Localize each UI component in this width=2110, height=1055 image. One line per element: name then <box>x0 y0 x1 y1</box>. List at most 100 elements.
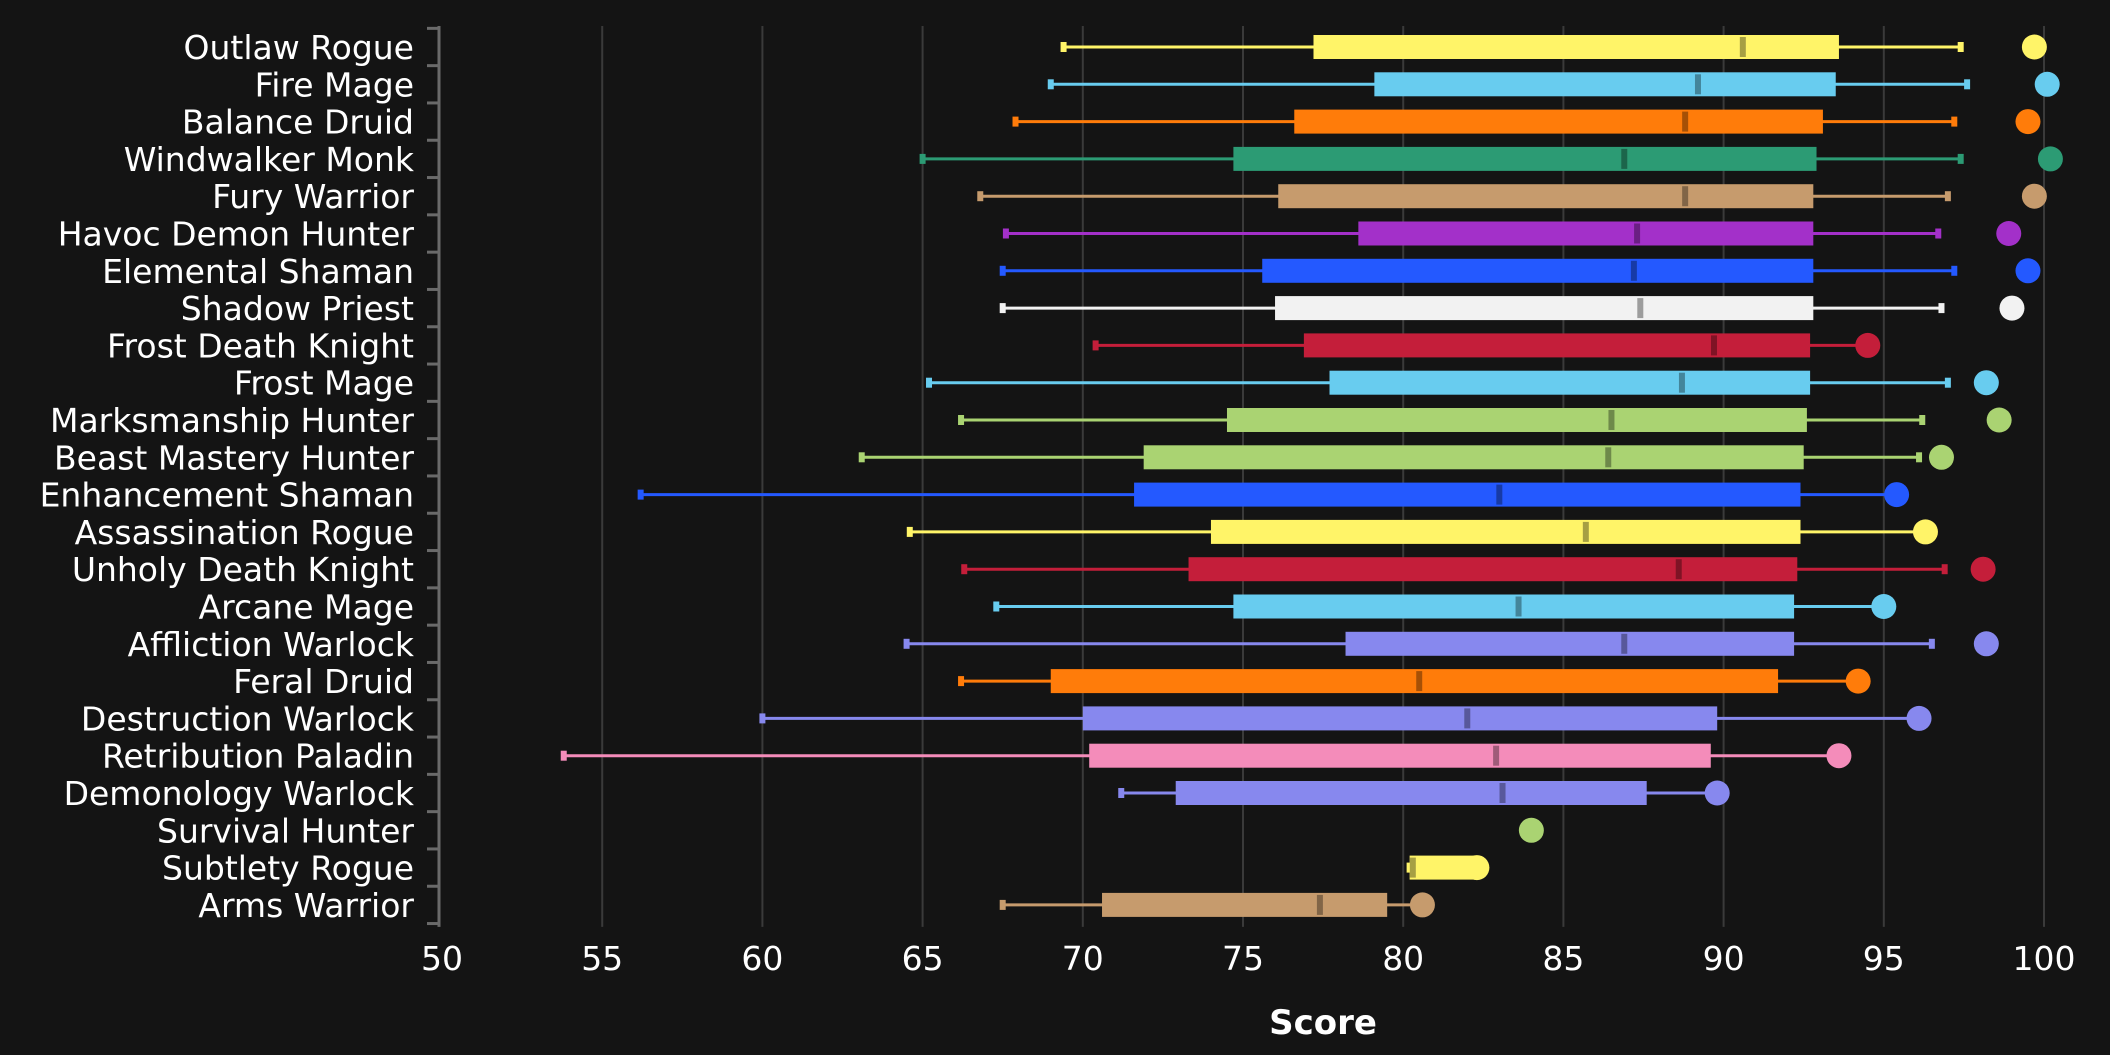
whisker-min-cap <box>919 153 926 164</box>
median-mark <box>1675 559 1682 580</box>
category-label: Subtlety Rogue <box>162 849 414 888</box>
max-point <box>1973 631 1999 657</box>
x-tick-label: 60 <box>741 939 783 978</box>
x-axis-title: Score <box>1269 1003 1377 1043</box>
category-label: Destruction Warlock <box>81 699 415 738</box>
box-row <box>919 146 2063 172</box>
box-row <box>637 482 1910 508</box>
category-label: Fury Warrior <box>212 177 414 216</box>
max-point <box>2021 183 2047 209</box>
box-iqr <box>1143 445 1804 470</box>
whisker-min-cap <box>1012 116 1019 127</box>
box-row <box>903 631 1999 657</box>
x-tick-label: 65 <box>902 939 944 978</box>
median-mark <box>1493 745 1500 766</box>
category-label: Survival Hunter <box>157 811 414 850</box>
box-row <box>958 668 1871 694</box>
whisker-max-cap <box>1944 191 1951 202</box>
box-iqr <box>1089 743 1711 768</box>
whisker-max-cap <box>1928 638 1935 649</box>
category-label: Outlaw Rogue <box>183 28 414 67</box>
category-label: Enhancement Shaman <box>40 476 414 515</box>
box-row <box>1047 71 2060 97</box>
max-point <box>1996 221 2022 246</box>
whisker-min-cap <box>961 564 968 575</box>
whisker-min-cap <box>926 377 933 388</box>
box-row <box>1118 780 1730 806</box>
median-mark <box>1582 521 1589 542</box>
box-iqr <box>1210 519 1801 544</box>
median-mark <box>1499 783 1506 803</box>
max-point <box>2034 71 2060 97</box>
median-mark <box>1678 372 1685 393</box>
box-row <box>1002 221 2022 246</box>
box-iqr <box>1233 146 1817 171</box>
x-tick-label: 55 <box>581 939 623 978</box>
whisker-min-cap <box>1002 228 1009 239</box>
whisker-min-cap <box>906 526 913 537</box>
box-row <box>993 594 1897 619</box>
whisker-max-cap <box>1944 377 1951 388</box>
box-iqr <box>1188 557 1798 582</box>
median-mark <box>1605 447 1612 468</box>
whisker-max-cap <box>1951 116 1958 127</box>
box-iqr <box>1329 370 1811 395</box>
category-label: Shadow Priest <box>181 289 414 328</box>
whisker-max-cap <box>1935 228 1942 239</box>
whisker-min-cap <box>999 303 1006 314</box>
median-mark <box>1682 111 1689 132</box>
max-point <box>1986 407 2012 433</box>
x-tick-label: 85 <box>1542 939 1584 978</box>
max-point <box>2015 109 2041 135</box>
x-tick-label: 75 <box>1222 939 1264 978</box>
box-iqr <box>1134 482 1801 507</box>
category-label: Frost Death Knight <box>107 326 414 365</box>
grid-lines <box>601 26 2045 927</box>
max-point <box>1970 556 1996 582</box>
whisker-min-cap <box>993 601 1000 612</box>
median-mark <box>1316 894 1323 915</box>
box-row <box>958 407 2012 433</box>
box-row <box>1012 109 2041 135</box>
box-row <box>759 705 1932 731</box>
whisker-max-cap <box>1938 303 1945 314</box>
whisker-max-cap <box>1964 79 1971 90</box>
x-tick-label: 100 <box>2013 939 2076 978</box>
median-mark <box>1496 484 1503 505</box>
max-point <box>2021 34 2047 60</box>
category-label: Feral Druid <box>233 662 414 701</box>
median-mark <box>1694 74 1701 95</box>
box-iqr <box>1358 221 1814 246</box>
category-label: Assassination Rogue <box>75 513 414 552</box>
max-point <box>2015 258 2041 284</box>
whisker-min-cap <box>759 713 766 724</box>
median-mark <box>1515 596 1522 617</box>
whisker-max-cap <box>1941 564 1948 575</box>
category-label: Marksmanship Hunter <box>50 401 414 440</box>
whisker-max-cap <box>1916 452 1923 463</box>
category-label: Beast Mastery Hunter <box>54 438 414 477</box>
median-mark <box>1416 671 1423 692</box>
max-point <box>1999 295 2025 321</box>
whisker-min-cap <box>858 452 865 463</box>
category-label: Unholy Death Knight <box>72 550 414 589</box>
median-mark <box>1637 298 1644 319</box>
box-iqr <box>1102 892 1388 917</box>
box-row <box>1518 817 1544 843</box>
max-point <box>1704 780 1730 806</box>
max-point <box>1845 668 1871 694</box>
median-mark <box>1710 335 1717 356</box>
median-mark <box>1409 857 1416 878</box>
box-iqr <box>1303 333 1811 358</box>
box-row <box>999 258 2041 284</box>
max-point <box>1826 743 1852 769</box>
max-point <box>1871 594 1897 619</box>
category-label: Elemental Shaman <box>102 252 414 291</box>
box-iqr <box>1278 184 1814 209</box>
whisker-min-cap <box>1047 79 1054 90</box>
whisker-min-cap <box>977 191 984 202</box>
whisker-max-cap <box>1951 265 1958 276</box>
median-mark <box>1739 37 1746 57</box>
x-tick-label: 80 <box>1382 939 1424 978</box>
